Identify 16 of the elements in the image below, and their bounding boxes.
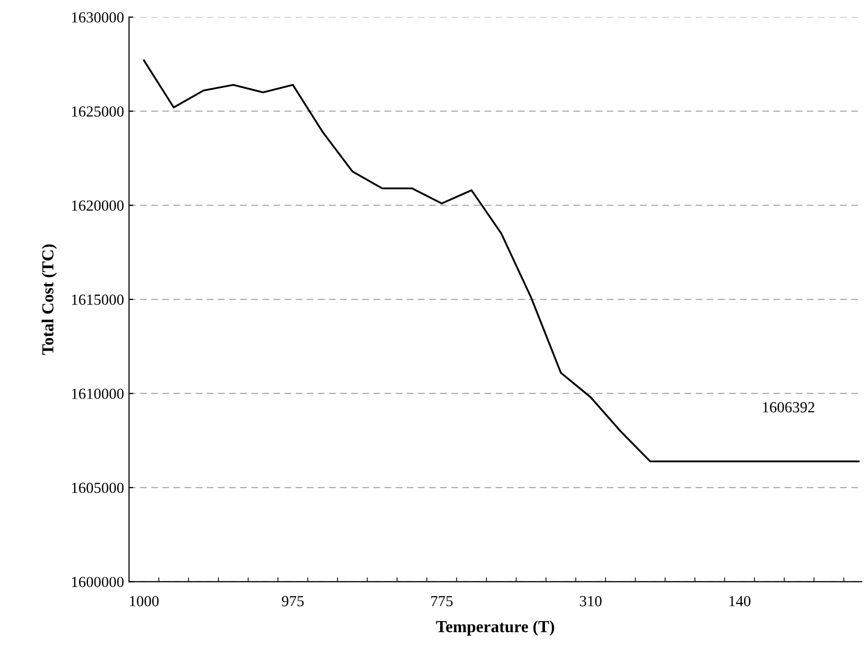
- y-tick-label: 1625000: [72, 106, 124, 117]
- y-tick-label: 1610000: [72, 388, 124, 399]
- line-series: [143, 59, 860, 462]
- annotation: 1606392: [763, 402, 814, 412]
- y-tick-label: 1605000: [72, 482, 124, 494]
- y-tick-label: 1630000: [72, 12, 124, 23]
- y-axis-title: Total Cost (TC): [42, 244, 57, 355]
- x-tick-label: 140: [729, 596, 750, 606]
- y-tick-label: 1600000: [72, 576, 124, 588]
- x-tick-label: 1000: [130, 596, 159, 606]
- x-tick-label: 310: [580, 596, 602, 606]
- x-axis-title: Temperature (T): [436, 620, 554, 636]
- x-tick-label: 975: [282, 596, 304, 606]
- x-tick-label: 775: [431, 596, 453, 606]
- y-tick-label: 1620000: [72, 200, 124, 211]
- y-tick-label: 1615000: [72, 294, 124, 305]
